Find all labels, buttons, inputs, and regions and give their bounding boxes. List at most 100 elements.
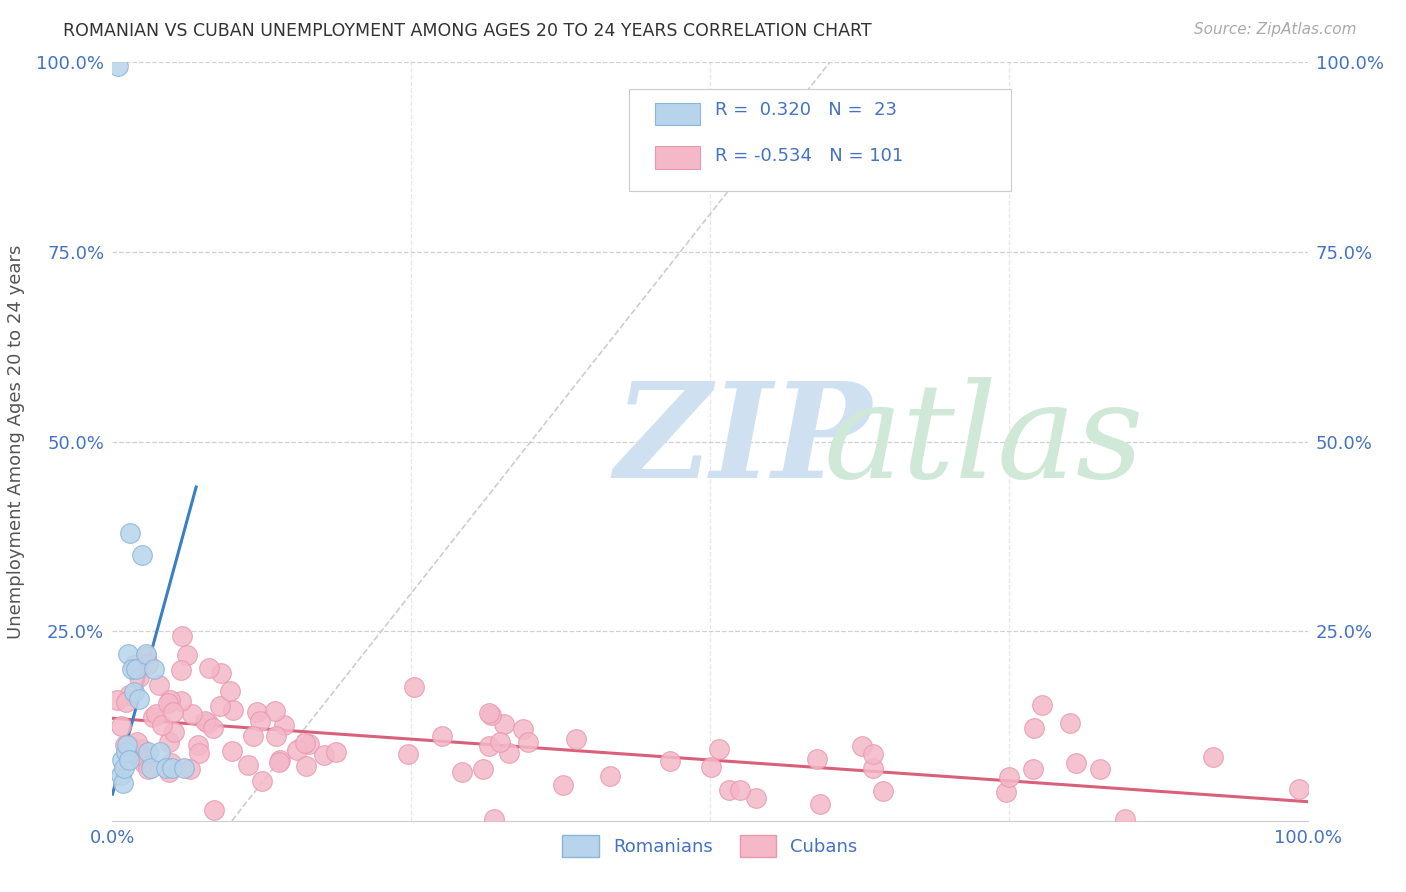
Point: [851, 739, 873, 753]
Point: [157, 697, 180, 711]
Point: [143, 662, 166, 676]
Point: [117, 647, 139, 661]
Point: [238, 757, 260, 772]
Point: [998, 770, 1021, 784]
Point: [745, 791, 768, 805]
Point: [494, 717, 516, 731]
Point: [565, 732, 588, 747]
Point: [482, 812, 505, 826]
Point: [1202, 750, 1225, 764]
Point: [1064, 756, 1087, 771]
Point: [127, 735, 149, 749]
Point: [179, 762, 201, 776]
Point: [162, 760, 183, 774]
Point: [862, 747, 884, 761]
Point: [122, 685, 145, 699]
Point: [120, 739, 142, 754]
FancyBboxPatch shape: [655, 103, 700, 126]
Point: [1022, 721, 1045, 735]
Point: [219, 684, 242, 698]
Point: [1114, 812, 1136, 826]
Point: [118, 753, 141, 767]
Point: [159, 693, 181, 707]
Point: [148, 678, 170, 692]
Point: [128, 670, 150, 684]
Point: [516, 734, 538, 748]
Point: [131, 742, 153, 756]
Point: [145, 707, 167, 722]
Point: [157, 735, 180, 749]
Point: [131, 548, 153, 563]
Point: [176, 648, 198, 662]
Point: [396, 747, 419, 761]
Point: [872, 784, 894, 798]
Point: [202, 803, 225, 817]
Point: [114, 695, 136, 709]
Point: [252, 773, 274, 788]
Point: [658, 754, 681, 768]
Point: [263, 704, 285, 718]
Point: [122, 657, 145, 672]
Point: [187, 739, 209, 753]
Point: [806, 752, 828, 766]
Point: [478, 706, 501, 721]
Point: [1059, 716, 1081, 731]
Point: [808, 797, 831, 812]
Point: [118, 688, 141, 702]
Point: [107, 59, 129, 73]
Point: [162, 724, 184, 739]
Point: [249, 714, 271, 728]
Point: [120, 525, 142, 540]
Point: [114, 746, 136, 760]
Point: [188, 746, 211, 760]
Point: [325, 745, 347, 759]
Point: [129, 747, 152, 762]
Point: [298, 737, 321, 751]
Text: ROMANIAN VS CUBAN UNEMPLOYMENT AMONG AGES 20 TO 24 YEARS CORRELATION CHART: ROMANIAN VS CUBAN UNEMPLOYMENT AMONG AGE…: [63, 22, 872, 40]
Point: [498, 746, 520, 760]
Text: R =  0.320   N =  23: R = 0.320 N = 23: [714, 101, 897, 120]
FancyBboxPatch shape: [655, 145, 700, 169]
Point: [150, 717, 173, 731]
Point: [489, 735, 512, 749]
Point: [117, 749, 139, 764]
Point: [221, 743, 243, 757]
Text: Source: ZipAtlas.com: Source: ZipAtlas.com: [1194, 22, 1357, 37]
Point: [246, 705, 269, 719]
Point: [155, 760, 177, 774]
Text: atlas: atlas: [824, 377, 1144, 506]
Point: [115, 738, 138, 752]
Point: [264, 729, 287, 743]
FancyBboxPatch shape: [628, 89, 1011, 191]
Point: [114, 738, 136, 752]
Point: [478, 739, 501, 753]
Y-axis label: Unemployment Among Ages 20 to 24 years: Unemployment Among Ages 20 to 24 years: [7, 244, 25, 639]
Point: [599, 769, 621, 783]
Point: [699, 760, 721, 774]
Text: ZIP: ZIP: [614, 377, 872, 506]
Point: [285, 743, 308, 757]
Point: [1031, 698, 1053, 713]
Point: [198, 661, 221, 675]
Point: [512, 722, 534, 736]
Point: [149, 746, 172, 760]
Point: [242, 729, 264, 743]
Point: [269, 753, 291, 767]
Point: [128, 692, 150, 706]
Point: [551, 779, 574, 793]
Point: [707, 742, 730, 756]
Point: [479, 707, 502, 722]
Point: [170, 663, 193, 677]
Point: [114, 760, 135, 774]
Legend: Romanians, Cubans: Romanians, Cubans: [555, 828, 865, 864]
Point: [194, 714, 217, 728]
Point: [450, 765, 472, 780]
Point: [170, 693, 193, 707]
Point: [471, 762, 494, 776]
Point: [404, 681, 426, 695]
Point: [314, 747, 336, 762]
Point: [135, 649, 157, 664]
Point: [173, 760, 195, 774]
Point: [172, 629, 194, 643]
Point: [110, 719, 132, 733]
